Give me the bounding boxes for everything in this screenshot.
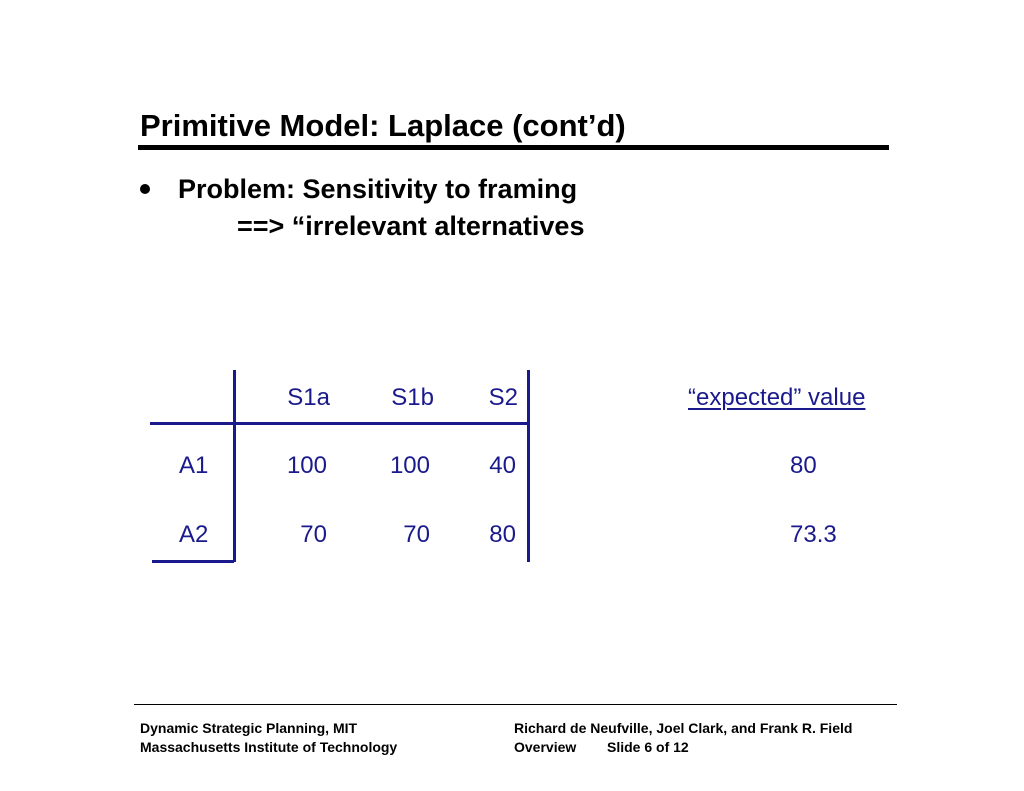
table-header-rule bbox=[150, 422, 528, 425]
column-header-s1a: S1a bbox=[287, 384, 330, 411]
cell-a1-s1a: 100 bbox=[286, 452, 327, 479]
row-label-a1: A1 bbox=[179, 452, 209, 479]
row-label-a2: A2 bbox=[179, 521, 209, 548]
slide-title: Primitive Model: Laplace (cont’d) bbox=[140, 108, 626, 143]
footer-rule bbox=[134, 704, 897, 705]
table-bottom-rule bbox=[152, 560, 234, 563]
cell-a2-s2: 80 bbox=[489, 521, 516, 548]
footer-slide-number: Slide 6 of 12 bbox=[607, 739, 689, 755]
footer-section: Overview bbox=[514, 739, 577, 755]
footer-left-line1: Dynamic Strategic Planning, MIT bbox=[140, 720, 358, 736]
expected-a1: 80 bbox=[790, 452, 817, 479]
table-right-divider bbox=[527, 370, 530, 562]
column-header-s1b: S1b bbox=[391, 384, 434, 411]
bullet-subtext: ==> “irrelevant alternatives bbox=[237, 211, 585, 241]
column-header-s2: S2 bbox=[488, 384, 518, 411]
bullet-text: Problem: Sensitivity to framing bbox=[178, 174, 578, 204]
cell-a1-s2: 40 bbox=[489, 452, 516, 479]
footer-left-line2: Massachusetts Institute of Technology bbox=[140, 739, 398, 755]
title-underline bbox=[138, 145, 889, 150]
cell-a1-s1b: 100 bbox=[389, 452, 430, 479]
cell-a2-s1a: 70 bbox=[300, 521, 327, 548]
table-row-label-divider bbox=[233, 370, 236, 562]
expected-value-header: “expected” value bbox=[688, 384, 866, 411]
cell-a2-s1b: 70 bbox=[403, 521, 430, 548]
bullet-icon bbox=[140, 184, 150, 194]
footer-right-line1: Richard de Neufville, Joel Clark, and Fr… bbox=[514, 720, 853, 736]
expected-a2: 73.3 bbox=[790, 521, 837, 548]
